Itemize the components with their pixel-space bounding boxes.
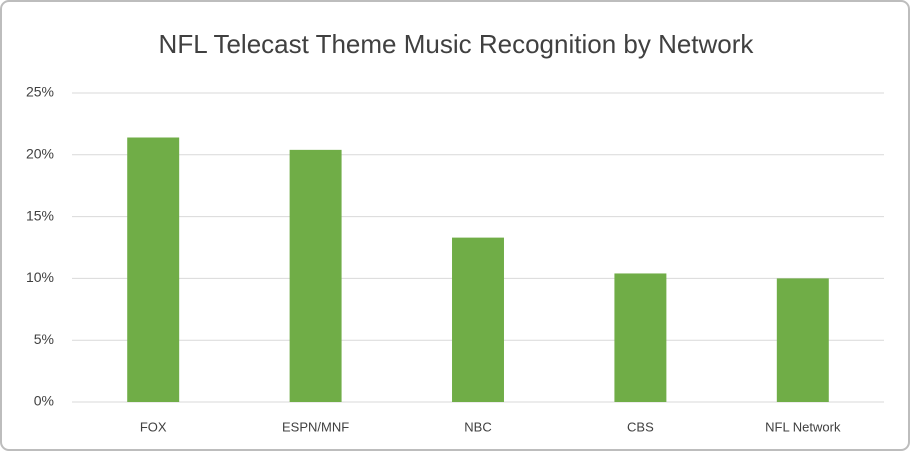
bar [127,137,180,402]
x-tick-label: FOX [140,419,167,434]
chart-title: NFL Telecast Theme Music Recognition by … [159,29,755,59]
bar [289,149,342,402]
x-tick-label: NBC [464,419,491,434]
x-tick-label: NFL Network [765,419,841,434]
y-tick-label: 15% [26,207,54,223]
y-tick-label: 25% [26,84,54,100]
bar [452,237,504,402]
x-tick-label: CBS [627,419,654,434]
y-tick-label: 0% [34,393,54,409]
bar [776,278,829,402]
y-tick-label: 10% [26,269,54,285]
x-tick-label: ESPN/MNF [282,419,349,434]
y-tick-label: 20% [26,146,54,162]
bar [614,273,667,402]
y-tick-label: 5% [34,331,54,347]
